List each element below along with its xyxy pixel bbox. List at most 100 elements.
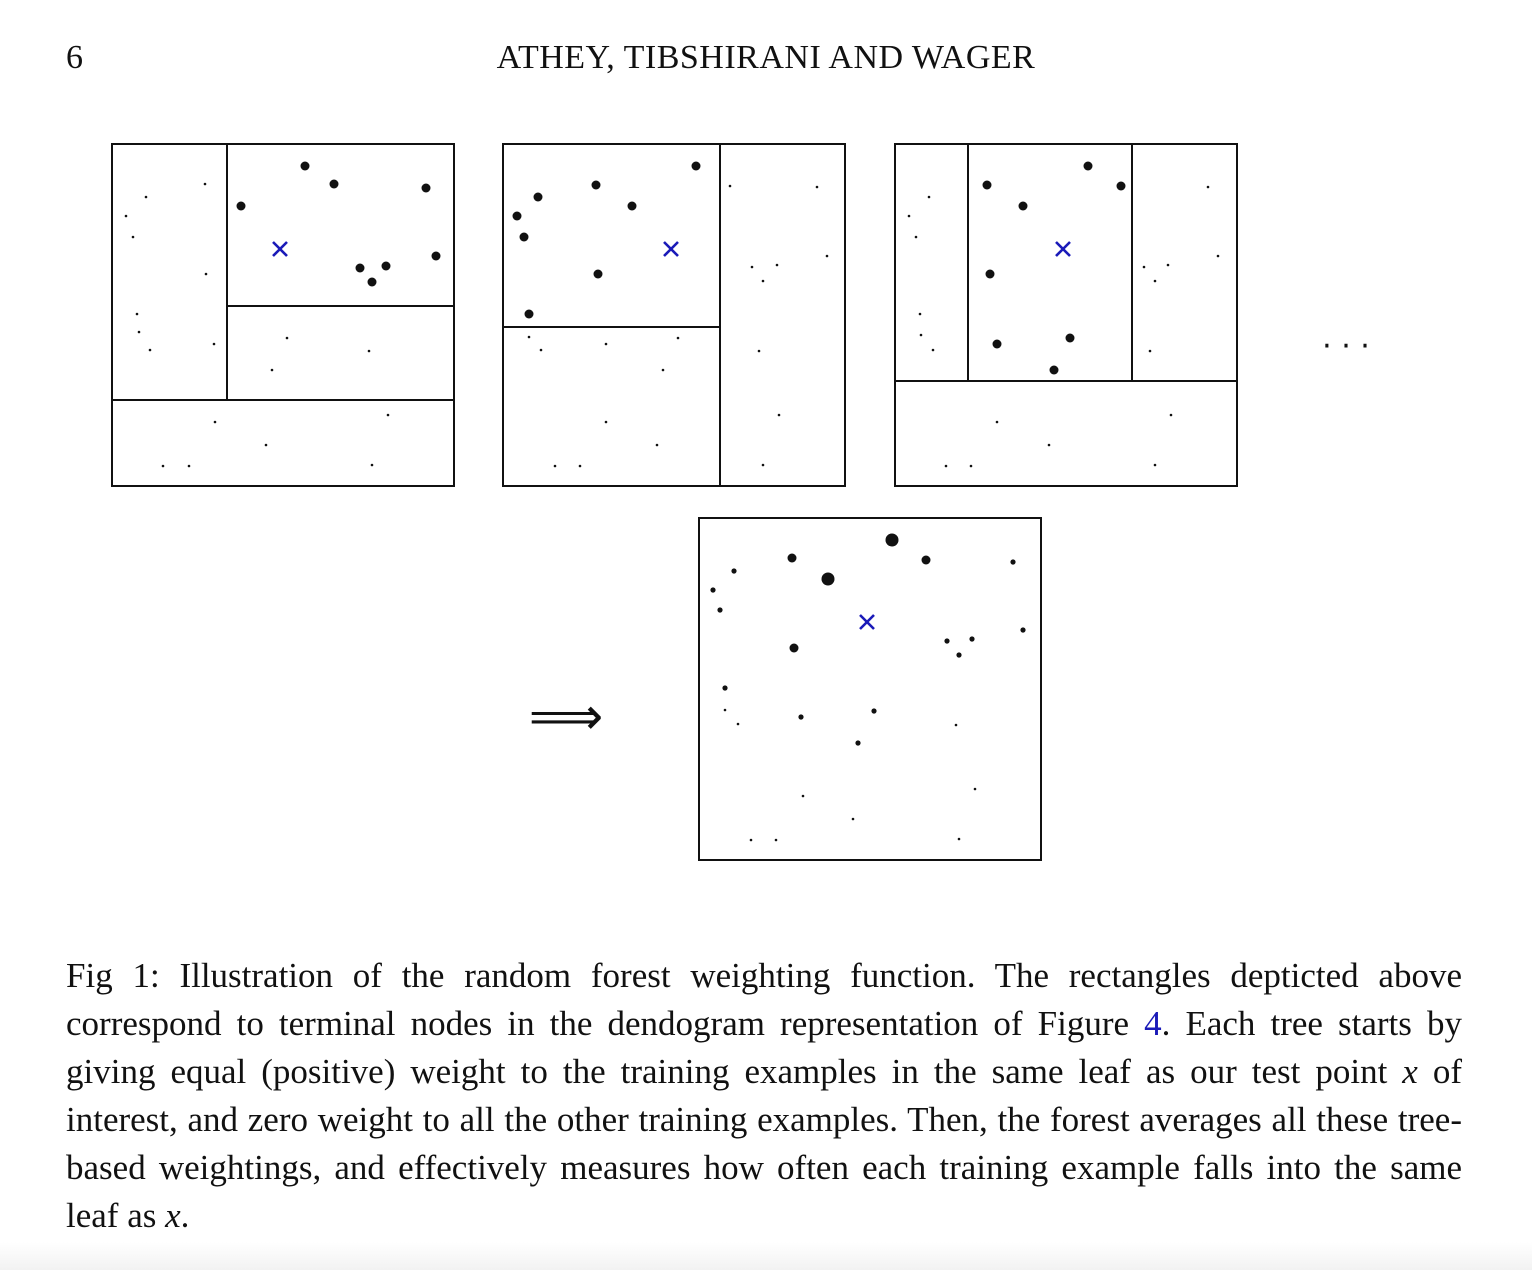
- training-point-weighted: [885, 533, 899, 547]
- training-point: [825, 254, 829, 258]
- training-point: [749, 838, 753, 842]
- training-point: [775, 263, 779, 267]
- training-point: [750, 265, 754, 269]
- training-point: [604, 420, 608, 424]
- training-point: [212, 342, 216, 346]
- training-point-weighted: [789, 643, 799, 653]
- training-point-weighted: [1018, 201, 1028, 211]
- training-point: [1153, 279, 1157, 283]
- training-point: [578, 464, 582, 468]
- training-point: [1153, 463, 1157, 467]
- training-point-weighted: [969, 636, 975, 642]
- training-point: [270, 368, 274, 372]
- tree-2-panel: [502, 143, 846, 487]
- training-point-weighted: [921, 555, 931, 565]
- caption-text: of interest, and zero weight to all the …: [66, 1052, 1462, 1235]
- caption-text: Illustration of the random forest weight…: [66, 956, 1463, 1043]
- training-point: [919, 333, 923, 337]
- training-point-weighted: [798, 714, 804, 720]
- training-point-weighted: [593, 269, 603, 279]
- training-point-weighted: [329, 179, 339, 189]
- test-point-x-marker: [272, 241, 288, 257]
- training-point: [851, 817, 855, 821]
- training-point: [148, 348, 152, 352]
- training-point-weighted: [710, 587, 716, 593]
- training-point: [973, 787, 977, 791]
- training-point: [137, 330, 141, 334]
- training-point-weighted: [982, 180, 992, 190]
- test-point-x-marker: [859, 614, 875, 630]
- training-point: [676, 336, 680, 340]
- training-point-weighted: [512, 211, 522, 221]
- page-bottom-edge: [0, 1242, 1532, 1270]
- training-point: [135, 312, 139, 316]
- training-point: [774, 838, 778, 842]
- training-point-weighted: [944, 638, 950, 644]
- continuation-ellipsis: · · ·: [1322, 329, 1370, 364]
- training-point: [203, 182, 207, 186]
- training-point: [1216, 254, 1220, 258]
- training-point: [131, 235, 135, 239]
- training-point-weighted: [787, 553, 797, 563]
- training-point-weighted: [1020, 627, 1026, 633]
- random-forest-figure: ⟹ · · ·: [111, 143, 1370, 861]
- training-point: [1047, 443, 1051, 447]
- figure-caption: Fig 1: Illustration of the random forest…: [66, 952, 1462, 1240]
- tree-3-panel: [894, 143, 1238, 487]
- training-point: [1148, 349, 1152, 353]
- training-point-weighted: [381, 261, 391, 271]
- training-point: [761, 279, 765, 283]
- training-point-weighted: [431, 251, 441, 261]
- training-point: [944, 464, 948, 468]
- training-point: [957, 837, 961, 841]
- training-point: [995, 420, 999, 424]
- training-point-weighted: [421, 183, 431, 193]
- training-point-weighted: [519, 232, 529, 242]
- training-point-weighted: [821, 572, 835, 586]
- training-point-weighted: [1010, 559, 1016, 565]
- training-point-weighted: [1116, 181, 1126, 191]
- figure-reference-link[interactable]: 4: [1144, 1004, 1162, 1043]
- training-point-weighted: [300, 161, 310, 171]
- training-point: [931, 348, 935, 352]
- training-point: [1169, 413, 1173, 417]
- training-point-weighted: [691, 161, 701, 171]
- training-point: [954, 723, 958, 727]
- test-point-x-marker: [1055, 241, 1071, 257]
- training-point: [386, 413, 390, 417]
- training-point-weighted: [855, 740, 861, 746]
- training-point: [285, 336, 289, 340]
- running-head: ATHEY, TIBSHIRANI AND WAGER: [496, 39, 1036, 76]
- training-point: [204, 272, 208, 276]
- training-point: [161, 464, 165, 468]
- training-point-weighted: [355, 263, 365, 273]
- training-point: [969, 464, 973, 468]
- training-point: [728, 184, 732, 188]
- training-point: [655, 443, 659, 447]
- training-point-weighted: [985, 269, 995, 279]
- training-point: [539, 348, 543, 352]
- caption-text: .: [180, 1196, 190, 1235]
- training-point: [527, 335, 531, 339]
- training-point-weighted: [591, 180, 601, 190]
- forest-panel: [698, 517, 1042, 861]
- training-point: [370, 463, 374, 467]
- training-point: [777, 413, 781, 417]
- training-point: [757, 349, 761, 353]
- training-point: [927, 195, 931, 199]
- training-point-weighted: [1083, 161, 1093, 171]
- training-point: [553, 464, 557, 468]
- training-point-weighted: [627, 201, 637, 211]
- training-point-weighted: [717, 607, 723, 613]
- implies-arrow: ⟹: [529, 687, 604, 747]
- training-point: [213, 420, 217, 424]
- training-point: [144, 195, 148, 199]
- training-point: [1166, 263, 1170, 267]
- training-point: [367, 349, 371, 353]
- training-point: [736, 722, 740, 726]
- training-point: [1206, 185, 1210, 189]
- page-number: 6: [66, 39, 83, 76]
- caption-text: . Each tree starts by giving equal (posi…: [66, 1004, 1462, 1091]
- training-point: [661, 368, 665, 372]
- caption-label: Fig 1:: [66, 956, 160, 995]
